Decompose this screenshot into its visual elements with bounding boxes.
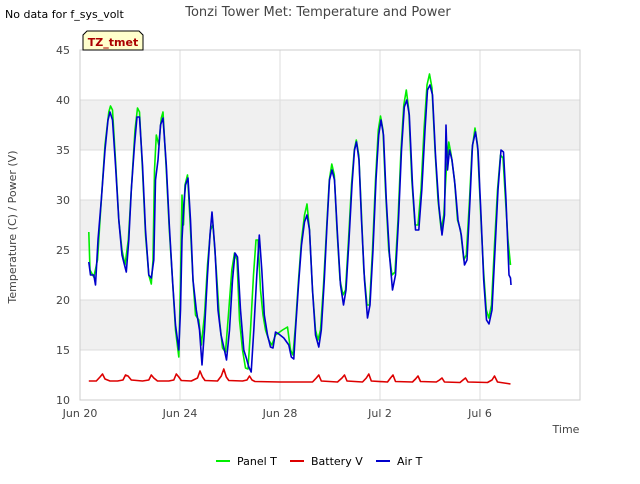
plot-area (79, 49, 581, 401)
series-line-battery-v (88, 368, 511, 385)
x-tick-label-2: Jun 28 (262, 407, 298, 420)
y-tick-label-45: 45 (56, 44, 70, 57)
x-tick-label-4: Jul 6 (467, 407, 492, 420)
y-axis-ticks: 10 15 20 25 30 35 40 45 (56, 44, 70, 407)
y-tick-label-25: 25 (56, 244, 70, 257)
y-tick-label-10: 10 (56, 394, 70, 407)
badge-shape (82, 30, 144, 51)
y-axis-label: Temperature (C) / Power (V) (6, 150, 19, 304)
chart-title: Tonzi Tower Met: Temperature and Power (184, 5, 451, 20)
legend-item-panel-t: Panel T (216, 455, 277, 468)
x-tick-label-1: Jun 24 (162, 407, 198, 420)
station-badge: TZ_tmet (82, 30, 144, 51)
x-tick-label-0: Jun 20 (62, 407, 98, 420)
legend-item-battery-v: Battery V (290, 455, 363, 468)
y-tick-label-40: 40 (56, 94, 70, 107)
x-axis-label: Time (552, 423, 580, 436)
legend-label-panel-t: Panel T (237, 455, 277, 468)
series-lines (88, 73, 512, 385)
legend-label-air-t: Air T (397, 455, 423, 468)
band-2 (80, 100, 580, 150)
x-axis-ticks: Jun 20 Jun 24 Jun 28 Jul 2 Jul 6 (62, 407, 492, 420)
y-tick-label-20: 20 (56, 294, 70, 307)
no-data-notice: No data for f_sys_volt (5, 8, 124, 21)
badge-label: TZ_tmet (88, 36, 138, 49)
y-tick-label-15: 15 (56, 344, 70, 357)
series-line-air-t (88, 84, 512, 373)
y-tick-label-35: 35 (56, 144, 70, 157)
band-0 (80, 300, 580, 350)
legend-item-air-t: Air T (376, 455, 423, 468)
x-tick-label-3: Jul 2 (367, 407, 392, 420)
legend: Panel T Battery V Air T (216, 455, 423, 468)
legend-label-battery-v: Battery V (311, 455, 363, 468)
y-tick-label-30: 30 (56, 194, 70, 207)
